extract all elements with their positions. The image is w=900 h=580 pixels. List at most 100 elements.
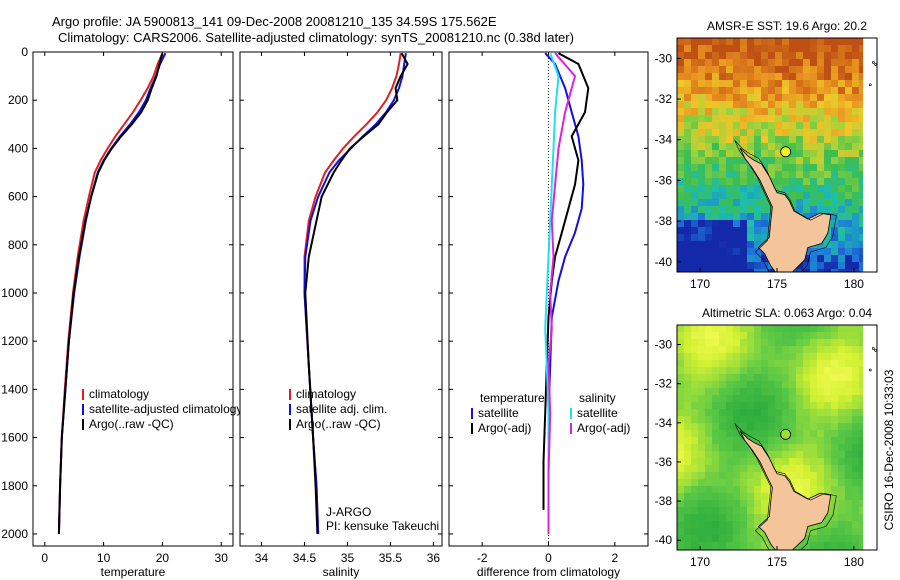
small-island	[871, 347, 875, 350]
field-cell	[684, 115, 692, 123]
field-cell	[733, 444, 741, 452]
legend-label: Argo(..raw -QC)	[89, 417, 174, 431]
field-cell	[712, 528, 720, 536]
field-cell	[705, 514, 713, 522]
field-cell	[698, 199, 706, 207]
field-cell	[705, 507, 713, 515]
field-cell	[796, 185, 804, 193]
field-cell	[712, 395, 720, 403]
field-cell	[747, 227, 755, 235]
field-cell	[698, 514, 706, 522]
field-cell	[852, 444, 860, 452]
field-cell	[824, 514, 832, 522]
field-cell	[831, 164, 839, 172]
field-cell	[691, 178, 699, 186]
field-cell	[733, 129, 741, 137]
field-cell	[733, 73, 741, 81]
field-cell	[733, 45, 741, 53]
field-cell	[761, 423, 769, 431]
field-cell	[817, 388, 825, 396]
field-cell	[691, 80, 699, 88]
field-cell	[831, 73, 839, 81]
field-cell	[796, 486, 804, 494]
field-cell	[824, 332, 832, 340]
field-cell	[754, 122, 762, 130]
field-cell	[838, 346, 846, 354]
field-cell	[845, 367, 853, 375]
field-cell	[845, 38, 853, 46]
field-cell	[789, 388, 797, 396]
field-cell	[740, 465, 748, 473]
field-cell	[677, 486, 685, 494]
field-cell	[817, 136, 825, 144]
field-cell	[838, 234, 846, 242]
field-cell	[796, 360, 804, 368]
field-cell	[831, 395, 839, 403]
y-tick-label: -30	[655, 338, 673, 352]
field-cell	[782, 136, 790, 144]
field-cell	[838, 87, 846, 95]
field-cell	[803, 325, 811, 333]
field-cell	[768, 150, 776, 158]
field-cell	[705, 325, 713, 333]
field-cell	[754, 143, 762, 151]
field-cell	[796, 171, 804, 179]
x-tick-label: 30	[215, 551, 229, 565]
field-cell	[831, 122, 839, 130]
field-cell	[789, 45, 797, 53]
field-cell	[740, 234, 748, 242]
field-cell	[712, 507, 720, 515]
field-cell	[684, 486, 692, 494]
field-cell	[733, 171, 741, 179]
field-cell	[810, 171, 818, 179]
field-cell	[733, 66, 741, 74]
field-cell	[817, 164, 825, 172]
field-cell	[789, 332, 797, 340]
field-cell	[789, 199, 797, 207]
field-cell	[691, 255, 699, 263]
field-cell	[691, 332, 699, 340]
field-cell	[852, 388, 860, 396]
field-cell	[677, 381, 685, 389]
field-cell	[726, 94, 734, 102]
field-cell	[782, 451, 790, 459]
field-cell	[810, 150, 818, 158]
field-cell	[719, 227, 727, 235]
field-cell	[726, 535, 734, 543]
field-cell	[684, 388, 692, 396]
field-cell	[796, 402, 804, 410]
field-cell	[698, 115, 706, 123]
field-cell	[691, 444, 699, 452]
field-cell	[733, 199, 741, 207]
field-cell	[775, 430, 783, 438]
field-cell	[747, 108, 755, 116]
field-cell	[824, 353, 832, 361]
field-cell	[733, 542, 741, 550]
field-cell	[761, 143, 769, 151]
field-cell	[691, 367, 699, 375]
field-cell	[852, 52, 860, 60]
legend-label: Argo(..raw -QC)	[296, 417, 381, 431]
field-cell	[817, 45, 825, 53]
field-cell	[684, 178, 692, 186]
field-cell	[852, 451, 860, 459]
field-cell	[796, 52, 804, 60]
field-cell	[831, 108, 839, 116]
field-cell	[817, 367, 825, 375]
field-cell	[691, 409, 699, 417]
field-cell	[691, 381, 699, 389]
field-cell	[747, 353, 755, 361]
field-cell	[817, 178, 825, 186]
field-cell	[705, 339, 713, 347]
field-cell	[712, 248, 720, 256]
field-cell	[754, 199, 762, 207]
field-cell	[733, 248, 741, 256]
field-cell	[852, 80, 860, 88]
field-cell	[782, 339, 790, 347]
field-cell	[831, 192, 839, 200]
field-cell	[705, 486, 713, 494]
field-cell	[803, 87, 811, 95]
field-cell	[754, 136, 762, 144]
field-cell	[859, 52, 867, 60]
field-cell	[747, 136, 755, 144]
